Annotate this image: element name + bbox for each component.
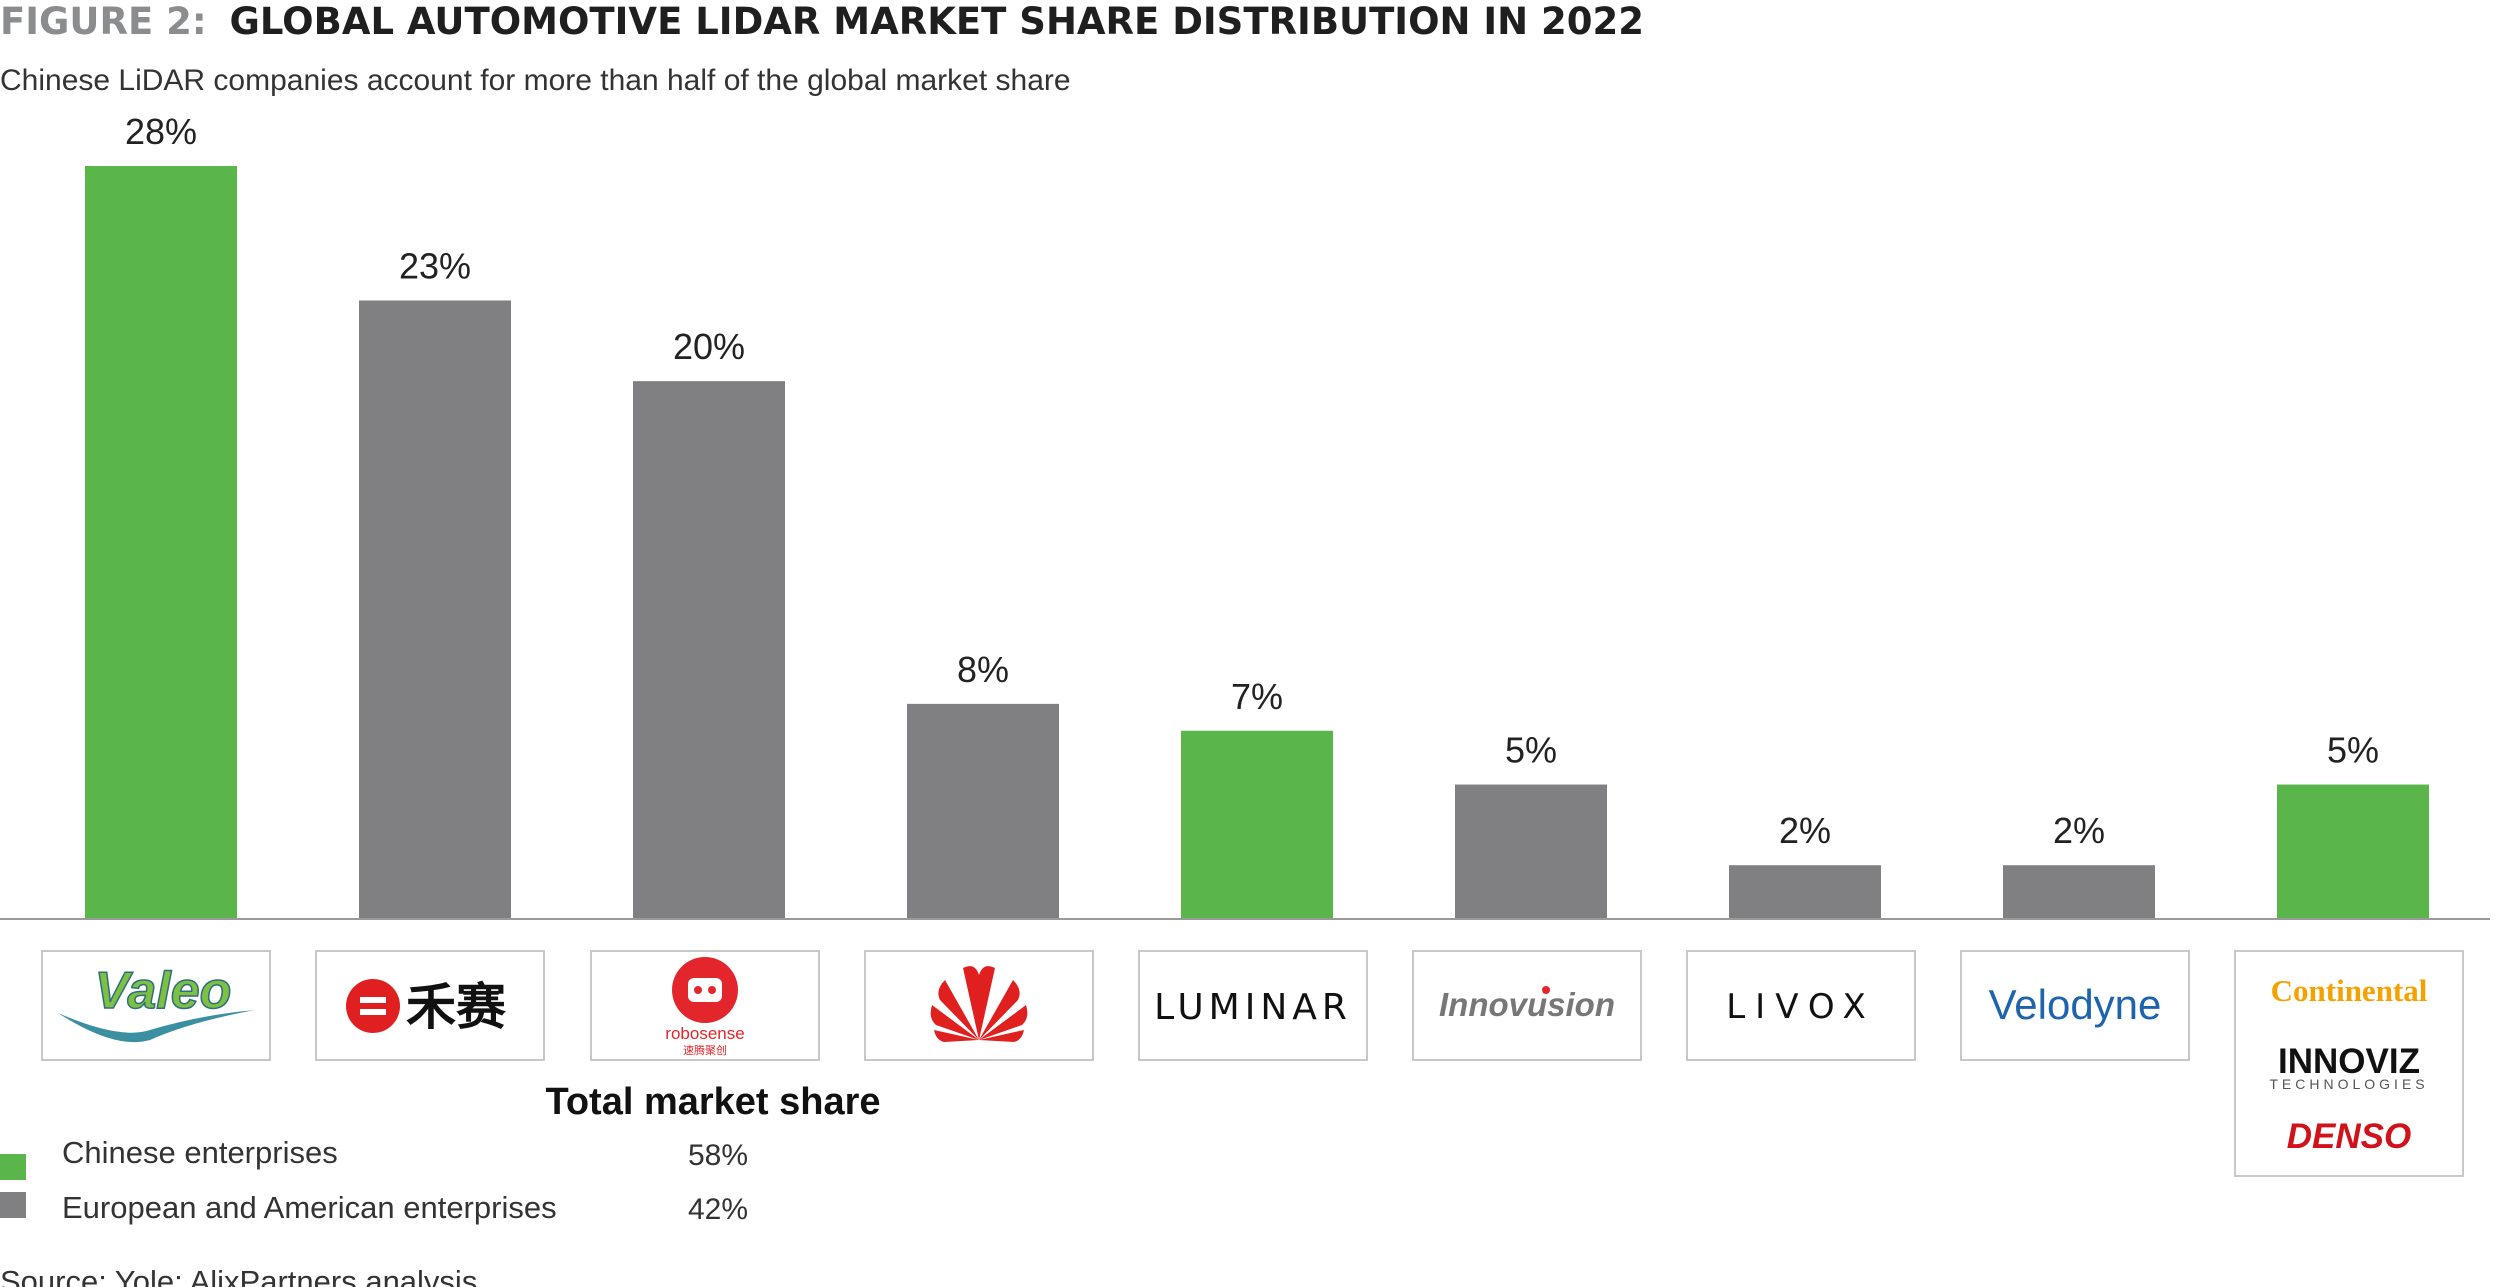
bar-5: [1181, 730, 1333, 919]
innoviz-tagline: TECHNOLOGIES: [2269, 1076, 2428, 1092]
bar-6: [1455, 784, 1607, 919]
bar-4: [907, 703, 1059, 919]
bars-group: [85, 166, 2429, 920]
bar-value-label-3: 20%: [673, 326, 745, 367]
logo-livox: LIVOX: [1686, 950, 1916, 1061]
robosense-chinese-name: 速腾聚创: [683, 1043, 727, 1057]
logo-velodyne: Velodyne: [1960, 950, 2190, 1061]
bar-value-label-8: 2%: [2053, 810, 2105, 851]
legend-label-chinese: Chinese enterprises: [62, 1135, 338, 1170]
valeo-swoosh-icon: [58, 1010, 255, 1043]
continental-wordmark: Continental: [2271, 973, 2428, 1008]
logo-valeo: Valeo: [41, 950, 271, 1061]
bar-2: [359, 300, 511, 919]
bar-1: [85, 166, 237, 919]
valeo-wordmark: Valeo: [95, 962, 232, 1020]
huawei-petals-icon: [930, 966, 1028, 1042]
innovusion-accent-icon: [1542, 986, 1550, 994]
legend-title: Total market share: [545, 1081, 880, 1123]
figure-title-text: GLOBAL AUTOMOTIVE LIDAR MARKET SHARE DIS…: [230, 0, 1644, 43]
hesai-emblem-icon: [346, 979, 400, 1033]
bar-value-label-1: 28%: [125, 111, 197, 152]
figure-title: FIGURE 2: GLOBAL AUTOMOTIVE LIDAR MARKET…: [0, 0, 1644, 43]
bar-value-label-4: 8%: [957, 649, 1009, 690]
bar-3: [633, 381, 785, 920]
logo-innovusion: Innovusion: [1412, 950, 1642, 1061]
figure-subtitle: Chinese LiDAR companies account for more…: [0, 64, 1071, 97]
figure-label: FIGURE 2:: [0, 0, 207, 43]
legend-label-euro-american: European and American enterprises: [62, 1190, 557, 1225]
logo-continental-innoviz-denso: Continental INNOVIZ TECHNOLOGIES DENSO: [2234, 950, 2464, 1177]
legend-value-chinese: 58%: [688, 1139, 748, 1172]
bar-value-label-7: 2%: [1779, 810, 1831, 851]
innoviz-wordmark: INNOVIZ: [2278, 1042, 2420, 1081]
bar-8: [2003, 865, 2155, 919]
legend-swatch-chinese: [0, 1154, 26, 1180]
innovusion-wordmark: Innovusion: [1439, 986, 1615, 1023]
logo-luminar: LUMINAR: [1138, 950, 1368, 1061]
bar-labels-group: 28% 23% 20% 8% 7% 5% 2% 2% 5%: [125, 111, 2379, 851]
source-note: Source: Yole; AlixPartners analysis: [0, 1264, 477, 1287]
bar-value-label-5: 7%: [1231, 676, 1283, 717]
logo-robosense: robosense 速腾聚创: [590, 950, 820, 1061]
robosense-wordmark: robosense: [665, 1024, 744, 1043]
bar-7: [1729, 865, 1881, 919]
bar-9: [2277, 784, 2429, 919]
legend: Total market share Chinese enterprises 5…: [0, 1081, 881, 1226]
bar-value-label-6: 5%: [1505, 730, 1557, 771]
logo-huawei: [864, 950, 1094, 1061]
legend-value-euro-american: 42%: [688, 1193, 748, 1226]
livox-wordmark: LIVOX: [1726, 987, 1876, 1027]
luminar-wordmark: LUMINAR: [1154, 987, 1352, 1028]
logos-group: Valeo 禾赛 robosense 速腾聚创: [41, 950, 2464, 1177]
denso-wordmark: DENSO: [2287, 1117, 2411, 1156]
bar-value-label-9: 5%: [2327, 730, 2379, 771]
logo-hesai: 禾赛: [315, 950, 545, 1061]
legend-swatch-euro-american: [0, 1192, 26, 1218]
bar-value-label-2: 23%: [399, 245, 471, 286]
velodyne-wordmark: Velodyne: [1989, 981, 2162, 1028]
hesai-wordmark: 禾赛: [406, 978, 507, 1036]
